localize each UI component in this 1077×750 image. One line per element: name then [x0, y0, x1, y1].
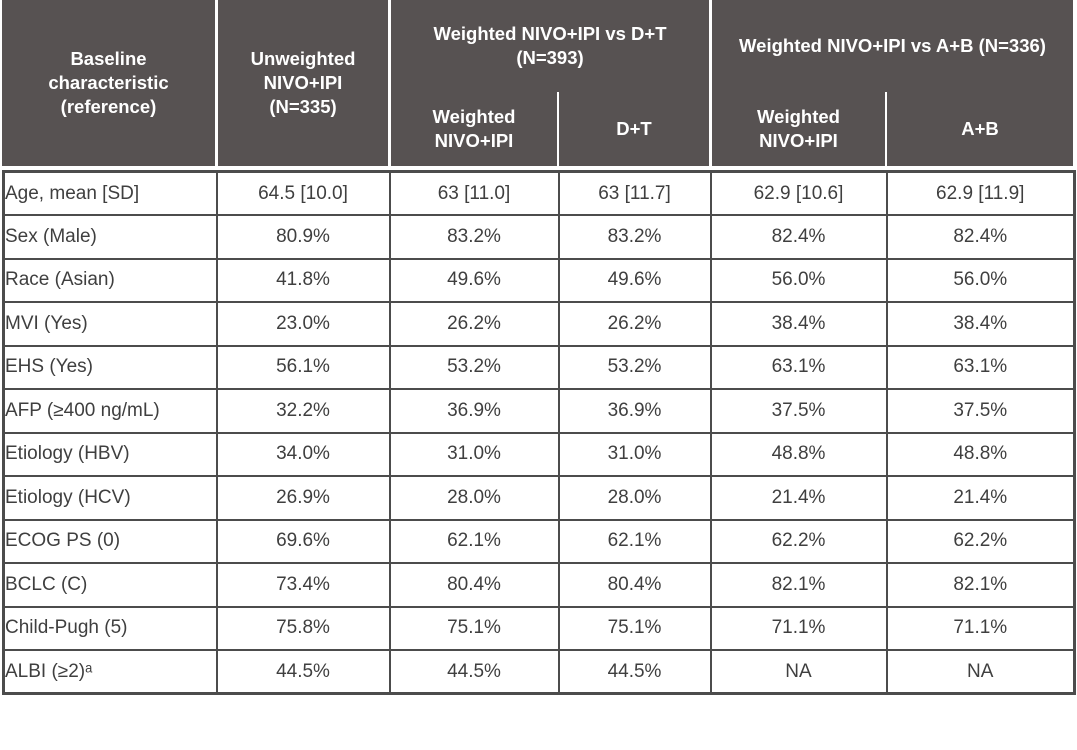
row-value: 62.9 [11.9] — [885, 170, 1076, 216]
row-value: 26.2% — [388, 301, 560, 347]
row-value: 82.1% — [709, 562, 888, 608]
row-value: 49.6% — [388, 257, 560, 303]
row-value: 31.0% — [388, 431, 560, 477]
row-value: 38.4% — [885, 301, 1076, 347]
row-value: 56.0% — [709, 257, 888, 303]
row-value: 71.1% — [709, 605, 888, 651]
row-label: Age, mean [SD] — [2, 170, 218, 216]
row-value: NA — [709, 649, 888, 695]
row-value: 36.9% — [388, 388, 560, 434]
row-value: 31.0% — [557, 431, 712, 477]
row-label: Sex (Male) — [2, 214, 218, 260]
subcolumn-header-dt: D+T — [557, 92, 709, 166]
row-label: EHS (Yes) — [2, 344, 218, 390]
row-value: 26.2% — [557, 301, 712, 347]
table-body: Age, mean [SD] 64.5 [10.0] 63 [11.0] 63 [11… — [2, 170, 1076, 695]
row-value: 56.0% — [885, 257, 1076, 303]
row-value: 53.2% — [557, 344, 712, 390]
table-row: Child-Pugh (5) 75.8% 75.1% 75.1% 71.1% 71.1% — [2, 605, 1076, 651]
table-row: Age, mean [SD] 64.5 [10.0] 63 [11.0] 63 [11… — [2, 170, 1076, 216]
row-value: 21.4% — [885, 475, 1076, 521]
table-row: Race (Asian) 41.8% 49.6% 49.6% 56.0% 56.0% — [2, 257, 1076, 303]
row-value: 75.8% — [215, 605, 391, 651]
table-row: BCLC (C) 73.4% 80.4% 80.4% 82.1% 82.1% — [2, 562, 1076, 608]
row-value: 41.8% — [215, 257, 391, 303]
table-row: Sex (Male) 80.9% 83.2% 83.2% 82.4% 82.4% — [2, 214, 1076, 260]
row-value: 63 [11.0] — [388, 170, 560, 216]
row-value: 36.9% — [557, 388, 712, 434]
row-value: 32.2% — [215, 388, 391, 434]
row-label: AFP (≥400 ng/mL) — [2, 388, 218, 434]
row-label: ECOG PS (0) — [2, 518, 218, 564]
table-row: Etiology (HCV) 26.9% 28.0% 28.0% 21.4% 21.4% — [2, 475, 1076, 521]
row-value: 64.5 [10.0] — [215, 170, 391, 216]
row-value: 80.9% — [215, 214, 391, 260]
row-label: MVI (Yes) — [2, 301, 218, 347]
row-value: 80.4% — [557, 562, 712, 608]
table-row: Etiology (HBV) 34.0% 31.0% 31.0% 48.8% 48.8% — [2, 431, 1076, 477]
row-value: 48.8% — [885, 431, 1076, 477]
row-label: Child-Pugh (5) — [2, 605, 218, 651]
group-header-weighted-vs-dt: Weighted NIVO+IPI vs D+T (N=393) — [388, 0, 709, 92]
row-value: 63.1% — [885, 344, 1076, 390]
row-value: 62.2% — [885, 518, 1076, 564]
row-label: Etiology (HBV) — [2, 431, 218, 477]
row-value: 62.1% — [388, 518, 560, 564]
row-value: 62.2% — [709, 518, 888, 564]
row-value: 44.5% — [388, 649, 560, 695]
row-value: 23.0% — [215, 301, 391, 347]
row-label: Race (Asian) — [2, 257, 218, 303]
subcolumn-header-ab: A+B — [885, 92, 1073, 166]
row-value: 80.4% — [388, 562, 560, 608]
row-value: 83.2% — [557, 214, 712, 260]
table-row: AFP (≥400 ng/mL) 32.2% 36.9% 36.9% 37.5% 37.5… — [2, 388, 1076, 434]
row-value: 82.4% — [885, 214, 1076, 260]
row-value: 62.9 [10.6] — [709, 170, 888, 216]
row-value: 48.8% — [709, 431, 888, 477]
row-value: 82.4% — [709, 214, 888, 260]
table-row: MVI (Yes) 23.0% 26.2% 26.2% 38.4% 38.4% — [2, 301, 1076, 347]
row-value: 82.1% — [885, 562, 1076, 608]
table-header: Baseline characteristic (reference) Unwe… — [2, 0, 1073, 166]
group-header-weighted-vs-ab: Weighted NIVO+IPI vs A+B (N=336) — [709, 0, 1073, 92]
row-value: 63.1% — [709, 344, 888, 390]
row-value: 49.6% — [557, 257, 712, 303]
row-value: 62.1% — [557, 518, 712, 564]
table-body-grid: Age, mean [SD] 64.5 [10.0] 63 [11.0] 63 [11… — [2, 170, 1076, 695]
row-label: BCLC (C) — [2, 562, 218, 608]
row-value: 28.0% — [388, 475, 560, 521]
subcolumn-header-weighted-nivo-ipi-dt: Weighted NIVO+IPI — [388, 92, 557, 166]
row-value: 34.0% — [215, 431, 391, 477]
row-label: Etiology (HCV) — [2, 475, 218, 521]
row-value: 63 [11.7] — [557, 170, 712, 216]
row-value: 44.5% — [215, 649, 391, 695]
column-header-baseline-characteristic: Baseline characteristic (reference) — [48, 47, 169, 118]
row-value: 44.5% — [557, 649, 712, 695]
subcolumn-header-weighted-nivo-ipi-ab: Weighted NIVO+IPI — [709, 92, 885, 166]
table-row: ALBI (≥2)ᵃ 44.5% 44.5% 44.5% NA NA — [2, 649, 1076, 695]
row-value: NA — [885, 649, 1076, 695]
row-value: 21.4% — [709, 475, 888, 521]
table-row: EHS (Yes) 56.1% 53.2% 53.2% 63.1% 63.1% — [2, 344, 1076, 390]
row-value: 73.4% — [215, 562, 391, 608]
row-value: 75.1% — [557, 605, 712, 651]
row-value: 26.9% — [215, 475, 391, 521]
row-value: 83.2% — [388, 214, 560, 260]
row-value: 38.4% — [709, 301, 888, 347]
row-value: 69.6% — [215, 518, 391, 564]
row-value: 71.1% — [885, 605, 1076, 651]
row-label: ALBI (≥2)ᵃ — [2, 649, 218, 695]
table-row: ECOG PS (0) 69.6% 62.1% 62.1% 62.2% 62.2% — [2, 518, 1076, 564]
row-value: 37.5% — [885, 388, 1076, 434]
row-value: 28.0% — [557, 475, 712, 521]
row-value: 75.1% — [388, 605, 560, 651]
row-value: 37.5% — [709, 388, 888, 434]
row-value: 56.1% — [215, 344, 391, 390]
column-header-unweighted-nivo-ipi: Unweighted NIVO+IPI (N=335) — [215, 0, 388, 166]
row-value: 53.2% — [388, 344, 560, 390]
